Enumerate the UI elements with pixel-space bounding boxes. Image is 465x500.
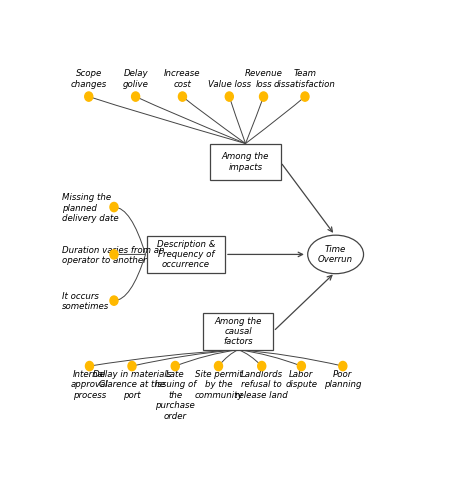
Text: Scope
changes: Scope changes [71, 70, 107, 89]
Text: Among the
causal
factors: Among the causal factors [215, 316, 262, 346]
Ellipse shape [179, 92, 186, 101]
Text: Landlords
refusal to
release land: Landlords refusal to release land [235, 370, 288, 400]
Ellipse shape [297, 362, 306, 370]
Bar [147, 236, 225, 273]
Ellipse shape [128, 362, 136, 370]
Text: Site permit
by the
community: Site permit by the community [194, 370, 243, 400]
Text: Internal
approval
process: Internal approval process [71, 370, 108, 400]
Bar [210, 144, 281, 180]
Text: Value loss: Value loss [208, 80, 251, 89]
Ellipse shape [339, 362, 347, 370]
Ellipse shape [110, 296, 118, 305]
Ellipse shape [110, 250, 118, 259]
Text: Delay in materials
Clarence at the
port: Delay in materials Clarence at the port [93, 370, 171, 400]
Ellipse shape [225, 92, 233, 101]
Text: Delay
golive: Delay golive [123, 70, 148, 89]
Bar [203, 313, 273, 350]
Text: Increase
cost: Increase cost [164, 70, 201, 89]
Ellipse shape [85, 92, 93, 101]
Text: Revenue
loss: Revenue loss [245, 70, 282, 89]
Ellipse shape [86, 362, 93, 370]
Ellipse shape [132, 92, 140, 101]
Text: Among the
impacts: Among the impacts [222, 152, 269, 172]
Text: Missing the
planned
delivery date: Missing the planned delivery date [62, 194, 119, 223]
Text: Time
Overrun: Time Overrun [318, 244, 353, 264]
Text: Late
issuing of
the
purchase
order: Late issuing of the purchase order [155, 370, 196, 420]
Text: Description &
Frequency of
occurrence: Description & Frequency of occurrence [157, 240, 215, 270]
Ellipse shape [259, 92, 267, 101]
Text: Duration varies from an
operator to another: Duration varies from an operator to anot… [62, 246, 164, 266]
Ellipse shape [258, 362, 266, 370]
Ellipse shape [171, 362, 179, 370]
Text: Team
dissatisfaction: Team dissatisfaction [274, 70, 336, 89]
Ellipse shape [214, 362, 223, 370]
Ellipse shape [110, 202, 118, 211]
Ellipse shape [301, 92, 309, 101]
Text: Poor
planning: Poor planning [324, 370, 362, 390]
Ellipse shape [308, 235, 364, 274]
Text: Labor
dispute: Labor dispute [286, 370, 318, 390]
Text: It occurs
sometimes: It occurs sometimes [62, 292, 109, 312]
